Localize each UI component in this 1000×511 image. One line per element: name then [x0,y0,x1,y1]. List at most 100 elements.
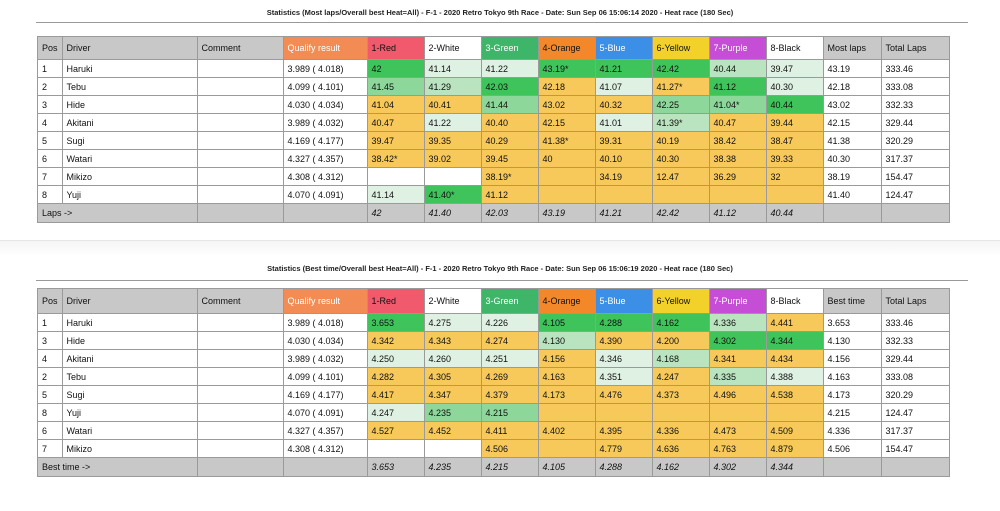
title-rule [36,280,968,281]
heat-cell: 40.10 [594,149,653,168]
table-row: 4 Akitani 3.989 ( 4.032) 40.47 41.22 40.… [37,113,950,132]
qualify-cell: 4.327 ( 4.357) [282,421,368,440]
stat-cell: 3.653 [822,313,882,332]
comment-cell [196,131,284,150]
total-cell: 124.47 [880,185,950,204]
comment-cell [196,439,284,458]
table-row: 1 Haruki 3.989 ( 4.018) 42 41.14 41.22 4… [37,59,950,78]
pos-cell: 6 [37,149,63,168]
driver-cell: Hide [61,95,198,114]
heat-cell: 38.42 [708,131,767,150]
heat-cell: 41.07 [594,77,653,96]
driver-cell: Sugi [61,131,198,150]
heat-cell: 40.32 [594,95,653,114]
heat-cell: 4.173 [537,385,596,404]
heat-cell [708,185,767,204]
table-row: 8 Yuji 4.070 ( 4.091) 41.14 41.40* 41.12… [37,185,950,204]
pos-cell: 1 [37,313,63,332]
heat-cell [366,439,425,458]
comment-cell [196,185,284,204]
heat-cell: 3.653 [366,313,425,332]
heat-cell: 43.02 [537,95,596,114]
stat-cell: 42.15 [822,113,882,132]
stat-cell: 4.336 [822,421,882,440]
heat-cell: 39.33 [765,149,824,168]
stat-cell: 4.215 [822,403,882,422]
heat-cell: 41.04 [366,95,425,114]
footer-value: 42.03 [480,203,539,223]
total-cell: 124.47 [880,403,950,422]
footer-empty [196,203,284,223]
driver-cell: Tebu [61,77,198,96]
pos-cell: 3 [37,331,63,350]
heat-cell: 4.379 [480,385,539,404]
heat-cell: 39.47 [366,131,425,150]
heat-cell: 39.02 [423,149,482,168]
col-heat-8: 8-Black [765,288,824,314]
total-cell: 320.29 [880,131,950,150]
col-heat-4: 4-Orange [537,288,596,314]
total-cell: 329.44 [880,349,950,368]
heat-cell: 4.346 [594,349,653,368]
driver-cell: Haruki [61,59,198,78]
heat-cell: 42.25 [651,95,710,114]
pos-cell: 3 [37,95,63,114]
table-row: 7 Mikizo 4.308 ( 4.312) 38.19* 34.19 12.… [37,167,950,186]
heat-cell: 4.763 [708,439,767,458]
stat-cell: 4.130 [822,331,882,350]
heat-cell: 4.215 [480,403,539,422]
heat-cell [594,403,653,422]
heat-cell [765,185,824,204]
heat-cell [423,439,482,458]
heat-cell: 4.434 [765,349,824,368]
pos-cell: 7 [37,167,63,186]
col-heat-8: 8-Black [765,36,824,60]
table-row: 3 Hide 4.030 ( 4.034) 4.342 4.343 4.274 … [37,331,950,350]
col-heat-5: 5-Blue [594,288,653,314]
stat-cell: 4.506 [822,439,882,458]
heat-cell: 4.341 [708,349,767,368]
qualify-cell: 4.308 ( 4.312) [282,167,368,186]
comment-cell [196,313,284,332]
table-row: 2 Tebu 4.099 ( 4.101) 4.282 4.305 4.269 … [37,367,950,386]
heat-cell: 38.42* [366,149,425,168]
comment-cell [196,113,284,132]
footer-value: 42.42 [651,203,710,223]
total-cell: 333.46 [880,59,950,78]
footer-value: 41.21 [594,203,653,223]
heat-cell: 4.779 [594,439,653,458]
heat-cell: 41.38* [537,131,596,150]
heat-cell: 4.390 [594,331,653,350]
heat-cell [651,185,710,204]
col-heat-6: 6-Yellow [651,36,710,60]
heat-cell: 4.395 [594,421,653,440]
footer-value: 4.235 [423,457,482,477]
heat-cell: 39.44 [765,113,824,132]
heat-cell: 4.200 [651,331,710,350]
heat-cell: 40.47 [366,113,425,132]
qualify-cell: 4.030 ( 4.034) [282,331,368,350]
heat-cell: 4.247 [651,367,710,386]
stat-cell: 38.19 [822,167,882,186]
driver-cell: Yuji [61,185,198,204]
driver-cell: Akitani [61,349,198,368]
heat-cell: 4.417 [366,385,425,404]
col-qualify: Qualify result [282,36,368,60]
heat-cell: 40.47 [708,113,767,132]
qualify-cell: 4.169 ( 4.177) [282,131,368,150]
col-heat-1: 1-Red [366,36,425,60]
col-comment: Comment [196,288,284,314]
heat-cell: 4.506 [480,439,539,458]
footer-value: 4.302 [708,457,767,477]
heat-cell: 4.402 [537,421,596,440]
footer-value: 41.40 [423,203,482,223]
heat-cell: 4.496 [708,385,767,404]
heat-cell [423,167,482,186]
total-cell: 329.44 [880,113,950,132]
heat-cell: 4.411 [480,421,539,440]
driver-cell: Watari [61,149,198,168]
heat-cell: 12.47 [651,167,710,186]
footer-empty [282,457,368,477]
heat-cell: 4.344 [765,331,824,350]
footer-value: 40.44 [765,203,824,223]
